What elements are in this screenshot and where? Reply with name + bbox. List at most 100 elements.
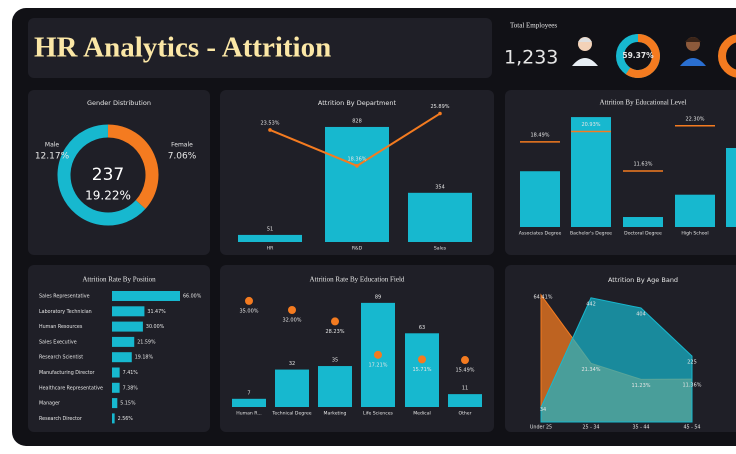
bar (112, 413, 115, 424)
chart-title: Attrition Rate By Position (82, 276, 156, 284)
area-label: 21.34% (581, 367, 600, 373)
female-icon (680, 37, 706, 66)
title-panel (28, 18, 492, 78)
y-tick-label: Human Resources (39, 324, 83, 330)
bar (623, 217, 663, 227)
x-tick-label: Sales (434, 246, 447, 252)
chart-title: Attrition By Department (318, 99, 397, 107)
bar-value-label: 354 (435, 184, 445, 190)
y-tick-label: Research Scientist (39, 355, 83, 361)
rate-label: 23.53% (260, 120, 279, 126)
value-label: 31.47% (147, 309, 166, 315)
chart-title: Attrition By Educational Level (600, 99, 687, 107)
value-label: 2.56% (118, 416, 134, 422)
rate-label: 11.63% (633, 161, 652, 167)
x-tick-label: Associates Degree (519, 231, 562, 237)
area-label: 442 (586, 301, 596, 307)
rate-dot (245, 296, 253, 305)
x-tick-label: High School (681, 231, 708, 237)
x-tick-label: Medical (413, 411, 431, 417)
rate-dot (288, 306, 296, 315)
bar (232, 398, 266, 407)
x-tick-label: HR (267, 246, 274, 252)
y-tick-label: Manufacturing Director (39, 370, 95, 376)
rate-label: 32.00% (282, 318, 301, 324)
bar-value-label: 35 (332, 358, 338, 364)
area-label: 64.41% (533, 294, 552, 300)
bar (112, 382, 120, 393)
bar (571, 117, 611, 227)
value-label: 19.18% (135, 355, 154, 361)
rate-label: 15.71% (412, 367, 431, 373)
rate-label: 35.00% (239, 308, 258, 314)
second-rate-donut (718, 34, 736, 78)
x-tick-label: Other (458, 411, 471, 417)
bar (318, 366, 352, 407)
x-tick-label: 35 - 44 (633, 425, 650, 431)
value-label: 30.00% (146, 324, 165, 330)
rate-label: 18.36% (347, 156, 366, 162)
bar (112, 291, 180, 301)
x-tick-label: Doctoral Degree (624, 231, 662, 237)
rate-dot (331, 317, 339, 326)
donut-segment (107, 124, 159, 209)
legend-label: Female (171, 142, 193, 149)
value-label: 66.00% (183, 294, 202, 300)
chart-title: Attrition By Age Band (608, 276, 678, 284)
rate-dot (374, 350, 382, 359)
legend-label: Male (45, 142, 60, 149)
bar (112, 336, 135, 347)
rate-label: 15.49% (455, 368, 474, 374)
x-tick-label: Technical Degree (271, 411, 311, 417)
rate-label: 22.30% (685, 116, 704, 122)
rate-label: 20.93% (581, 122, 600, 128)
area-label: 11.36% (682, 383, 701, 389)
rate-dot (418, 355, 426, 364)
chart-title: Gender Distribution (87, 99, 151, 107)
donut-segment (625, 34, 660, 78)
rate-label: 17.21% (368, 362, 387, 368)
x-tick-label: Marketing (324, 411, 347, 417)
rate-label: 25.89% (430, 104, 449, 110)
rate-label: 28.23% (325, 329, 344, 335)
bar-value-label: 63 (419, 325, 425, 331)
donut-segment (57, 124, 146, 226)
rate-dot (461, 356, 469, 365)
value-label: 7.06% (168, 152, 197, 162)
donut-label: 59.37% (622, 51, 654, 60)
bar (112, 306, 145, 317)
area-label: 404 (636, 312, 646, 318)
bar (726, 147, 736, 227)
x-tick-label: Life Sciences (363, 411, 394, 417)
male-icon (572, 37, 598, 66)
area-label: 225 (687, 360, 697, 366)
bar (405, 333, 439, 407)
bar (238, 234, 302, 242)
bar (112, 367, 120, 378)
y-tick-label: Manager (39, 401, 60, 407)
area (540, 297, 693, 423)
bar-value-label: 32 (289, 361, 295, 367)
x-tick-label: R&D (352, 246, 363, 252)
bar-value-label: 51 (267, 226, 273, 232)
bar-value-label: 11 (462, 386, 468, 392)
y-tick-label: Research Director (39, 416, 82, 422)
x-tick-label: Bachelor's Degree (570, 231, 612, 237)
value-label: 7.38% (123, 385, 139, 391)
dashboard-title: HR Analytics - Attrition (34, 32, 331, 64)
total-label: Total Employees (510, 22, 557, 30)
rate-point (268, 128, 272, 132)
bar (112, 321, 143, 332)
chart-title: Attrition Rate By Education Field (310, 276, 405, 284)
value-label: 12.17% (35, 152, 70, 162)
area-label: 11.23% (631, 383, 650, 389)
value-label: 21.59% (137, 339, 156, 345)
panel (28, 90, 210, 255)
rate-point (355, 164, 359, 168)
rate-label: 18.49% (530, 132, 549, 138)
center-value: 237 (92, 165, 124, 185)
bar (408, 192, 472, 242)
y-tick-label: Sales Executive (39, 339, 77, 345)
